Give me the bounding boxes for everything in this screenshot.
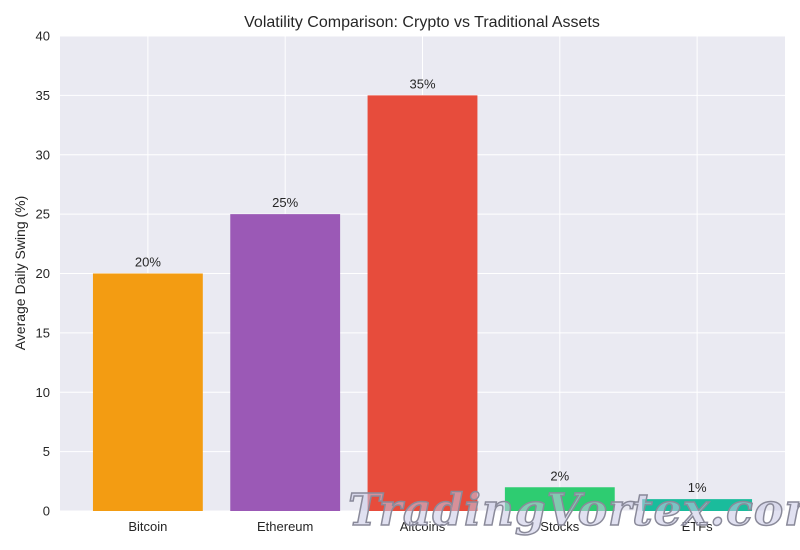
data-label: 25% xyxy=(272,195,298,210)
bar-bitcoin xyxy=(92,273,203,511)
data-label: 1% xyxy=(688,480,707,495)
bar-etfs xyxy=(642,499,753,511)
data-label: 35% xyxy=(409,76,435,91)
bar-ethereum xyxy=(230,214,341,511)
data-label: 20% xyxy=(135,255,161,270)
y-tick-label: 40 xyxy=(36,29,50,44)
y-tick-label: 25 xyxy=(36,207,50,222)
y-axis-label: Average Daily Swing (%) xyxy=(12,196,28,351)
bar-altcoins xyxy=(367,95,478,511)
x-tick-label: Stocks xyxy=(540,519,580,534)
data-labels: 20% 25% 35% 2% 1% xyxy=(135,76,707,495)
y-axis-ticks: 0 5 10 15 20 25 30 35 40 xyxy=(36,29,50,519)
y-tick-label: 35 xyxy=(36,88,50,103)
bar-stocks xyxy=(504,487,615,511)
y-tick-label: 10 xyxy=(36,385,50,400)
x-tick-label: ETFs xyxy=(682,519,714,534)
bars xyxy=(92,95,753,511)
chart-title: Volatility Comparison: Crypto vs Traditi… xyxy=(244,14,600,31)
watermark-logo: TradingVortex.com xyxy=(348,485,800,536)
x-tick-label: Altcoins xyxy=(400,519,446,534)
x-tick-label: Ethereum xyxy=(257,519,313,534)
y-tick-label: 15 xyxy=(36,325,50,340)
x-tick-label: Bitcoin xyxy=(128,519,167,534)
y-tick-label: 20 xyxy=(36,266,50,281)
data-label: 2% xyxy=(550,468,569,483)
y-tick-label: 0 xyxy=(43,504,50,519)
y-tick-label: 30 xyxy=(36,147,50,162)
y-tick-label: 5 xyxy=(43,444,50,459)
x-axis-ticks: Bitcoin Ethereum Altcoins Stocks ETFs xyxy=(128,519,713,534)
